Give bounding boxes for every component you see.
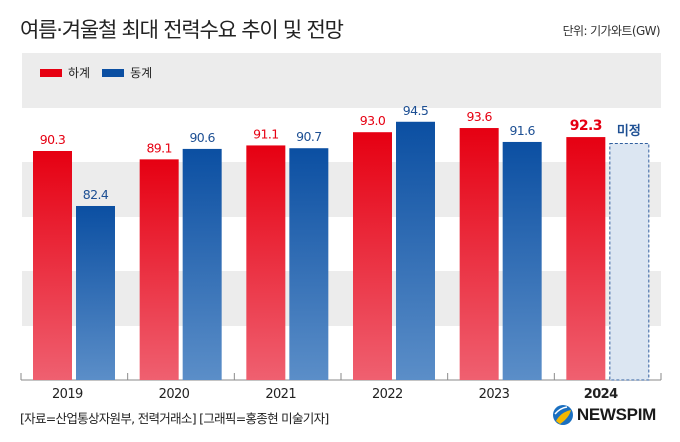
source-credit: [자료=산업통상자원부, 전력거래소] [그래픽=홍종현 미술기자] xyxy=(20,411,329,426)
bar-summer xyxy=(566,137,606,380)
value-label: 90.3 xyxy=(40,132,65,147)
x-axis xyxy=(20,373,662,381)
newspim-globe-icon xyxy=(552,405,573,425)
legend-label-winter: 동계 xyxy=(130,66,153,80)
unit-label: 단위: 기가와트(GW) xyxy=(562,24,661,38)
legend-item-winter: 동계 xyxy=(102,64,152,81)
grid-bands xyxy=(22,53,661,326)
bar-winter xyxy=(182,148,222,380)
value-label: 94.5 xyxy=(403,103,428,118)
bar-summer xyxy=(353,132,392,380)
grid-band xyxy=(22,162,661,217)
legend-swatch-summer xyxy=(40,68,62,77)
legend-swatch-winter xyxy=(102,68,125,77)
value-label: 82.4 xyxy=(83,187,109,202)
newspim-logo: NEWSPIM xyxy=(552,404,656,426)
bar-winter xyxy=(396,121,435,380)
value-label: 91.6 xyxy=(509,123,535,138)
chart-title: 여름·겨울철 최대 전력수요 추이 및 전망 xyxy=(20,18,344,42)
legend-item-summer: 하계 xyxy=(40,64,90,81)
legend-label-summer: 하계 xyxy=(68,66,91,80)
x-tick-label: 2022 xyxy=(372,387,403,402)
bar-winter xyxy=(76,205,115,380)
value-label: 89.1 xyxy=(146,140,171,155)
x-tick-label: 2019 xyxy=(52,387,83,402)
value-label: 93.6 xyxy=(466,109,492,124)
bars xyxy=(33,121,650,381)
bar-winter xyxy=(289,148,329,380)
x-tick-label: 2023 xyxy=(479,387,510,402)
bar-winter xyxy=(502,141,542,380)
legend: 하계 동계 xyxy=(40,64,164,81)
bar-summer xyxy=(139,159,179,380)
bar-winter-pending xyxy=(609,143,650,381)
value-label: 91.1 xyxy=(253,126,278,141)
x-tick-label: 2021 xyxy=(265,387,296,402)
logo-text: NEWSPIM xyxy=(576,405,656,424)
grid-band xyxy=(22,271,661,326)
value-label: 93.0 xyxy=(360,113,386,128)
x-tick-labels: 2019 2020 2021 2022 2023 2024 xyxy=(52,387,619,402)
grid-band xyxy=(22,53,661,108)
bar-summer xyxy=(459,128,499,380)
x-tick-label: 2024 xyxy=(584,387,618,402)
value-label: 90.6 xyxy=(189,130,215,145)
x-tick-label: 2020 xyxy=(159,387,190,402)
value-labels: 90.3 82.4 89.1 90.6 91.1 90.7 93.0 94.5 93.6 91.6… xyxy=(40,103,641,202)
value-label: 90.7 xyxy=(296,129,321,144)
bar-summer xyxy=(246,145,286,380)
value-label: 92.3 xyxy=(570,118,602,134)
bar-summer xyxy=(33,151,72,380)
pending-label: 미정 xyxy=(617,123,641,139)
